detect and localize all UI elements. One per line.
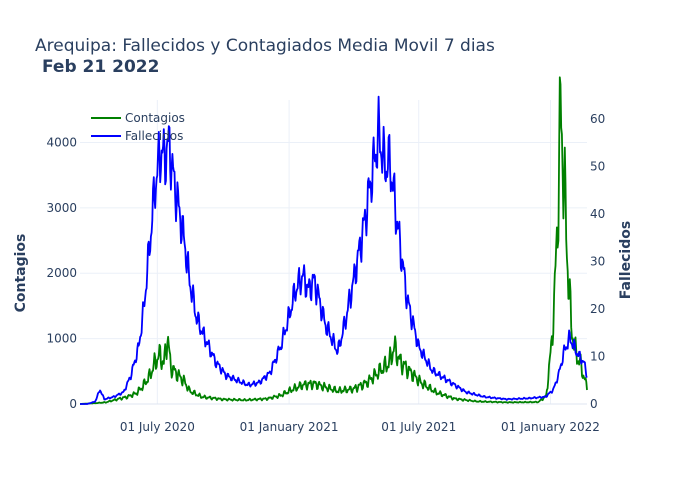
y-right-tick-label: 30: [590, 255, 605, 269]
y-right-tick-label: 20: [590, 302, 605, 316]
y-right-tick-label: 50: [590, 160, 605, 174]
x-tick-label: 01 July 2020: [120, 420, 195, 434]
y-left-tick-label: 2000: [46, 266, 77, 280]
x-tick-label: 01 January 2021: [240, 420, 339, 434]
y-left-tick-label: 1000: [46, 332, 77, 346]
axis-layer: 01 July 2020 01 January 2021 01 July 2021 0…: [46, 112, 605, 434]
legend: Contagios Fallecidos: [91, 111, 185, 143]
legend-label: Fallecidos: [125, 129, 183, 143]
x-tick-label: 01 January 2022: [501, 420, 600, 434]
y-right-tick-label: 10: [590, 350, 605, 364]
x-tick-label: 01 July 2021: [381, 420, 456, 434]
y-right-tick-label: 0: [590, 397, 598, 411]
series-layer: [79, 76, 588, 405]
chart-title: Arequipa: Fallecidos y Contagiados Media…: [35, 36, 495, 56]
y-left-tick-label: 0: [69, 397, 77, 411]
chart-subtitle: Feb 21 2022: [42, 57, 159, 77]
legend-label: Contagios: [125, 111, 185, 125]
y-right-tick-label: 40: [590, 207, 605, 221]
series-line-contagios: [79, 76, 588, 405]
y-right-tick-label: 60: [590, 112, 605, 126]
y-left-tick-label: 4000: [46, 135, 77, 149]
series-line-fallecidos: [79, 95, 588, 405]
y-left-tick-label: 3000: [46, 201, 77, 215]
y-axis-label-left: Contagios: [13, 234, 29, 313]
y-axis-label-right: Fallecidos: [618, 221, 634, 299]
